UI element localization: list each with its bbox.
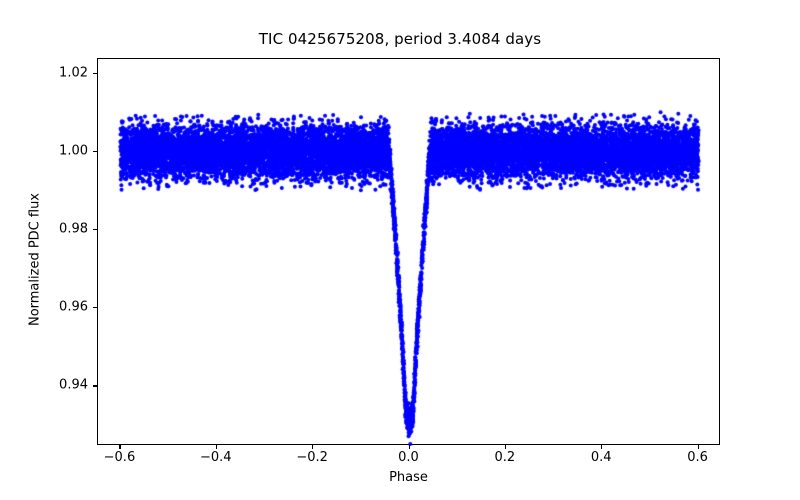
x-axis-label: Phase (389, 470, 428, 485)
y-tick-mark (93, 307, 97, 309)
x-tick-mark (408, 445, 410, 449)
y-tick-label: 0.98 (59, 221, 88, 237)
y-tick-label: 1.00 (59, 143, 88, 159)
y-tick-mark (93, 150, 97, 153)
x-tick-label: −0.2 (296, 450, 328, 465)
x-tick-label: 0.2 (494, 450, 516, 465)
x-tick-label: 0.0 (398, 450, 419, 465)
y-tick-label: 0.96 (59, 299, 88, 315)
x-tick-mark (119, 445, 121, 449)
x-tick-mark (697, 445, 699, 449)
page-title: TIC 0425675208, period 3.4084 days (258, 30, 542, 48)
x-tick-label: −0.4 (200, 450, 232, 465)
plot-axes-area (97, 58, 721, 446)
y-tick-mark (93, 385, 97, 387)
x-tick-mark (504, 445, 506, 449)
scatter-plot-canvas (98, 59, 721, 446)
x-tick-mark (601, 445, 603, 449)
x-tick-label: 0.6 (687, 450, 708, 465)
x-tick-label: 0.4 (590, 450, 612, 465)
x-tick-mark (215, 445, 217, 449)
y-tick-label: 1.02 (59, 65, 88, 81)
y-axis-label: Normalized PDC flux (27, 192, 43, 327)
x-tick-label: −0.6 (103, 450, 136, 465)
y-tick-label: 0.94 (59, 377, 88, 393)
x-tick-mark (312, 445, 314, 449)
y-tick-mark (93, 229, 97, 231)
y-tick-mark (93, 72, 97, 74)
